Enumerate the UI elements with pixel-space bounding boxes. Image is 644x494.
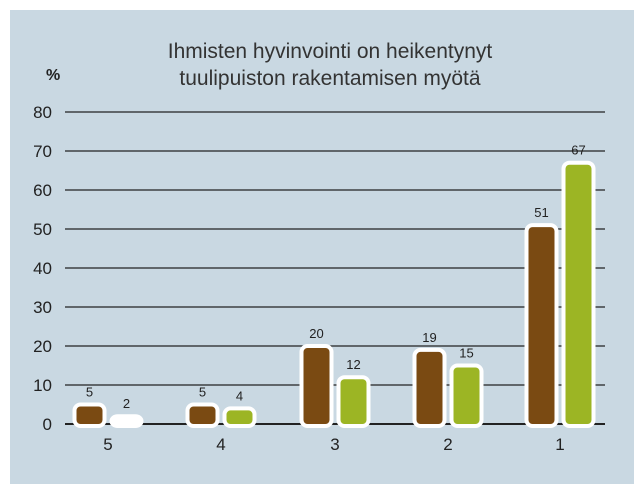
bar-cat-4-series-1 (185, 402, 220, 428)
bar-cat-5-series-2 (109, 414, 144, 429)
x-tick-label: 3 (330, 435, 339, 454)
y-tick-label: 50 (33, 220, 52, 239)
x-tick-label: 4 (216, 435, 225, 454)
data-label: 20 (309, 326, 323, 341)
y-tick-label: 80 (33, 103, 52, 122)
bar-cat-4-series-2 (222, 406, 257, 428)
bar-cat-1-series-1 (524, 223, 559, 428)
bar-cat-3-series-1 (299, 344, 334, 428)
bar-cat-2-series-1 (412, 347, 447, 428)
data-label: 67 (571, 143, 585, 158)
data-label: 5 (86, 385, 93, 400)
data-label: 12 (346, 357, 360, 372)
data-label: 5 (199, 385, 206, 400)
y-tick-label: 20 (33, 337, 52, 356)
y-tick-label: 30 (33, 298, 52, 317)
y-tick-label: 40 (33, 259, 52, 278)
x-tick-label: 2 (443, 435, 452, 454)
data-label: 2 (123, 396, 130, 411)
y-axis-label: % (46, 67, 60, 84)
data-label: 4 (236, 388, 243, 403)
y-tick-label: 0 (43, 415, 52, 434)
bar-cat-3-series-2 (336, 375, 371, 429)
bar-chart: Ihmisten hyvinvointi on heikentynyt tuul… (33, 40, 605, 454)
x-tick-label: 1 (555, 435, 564, 454)
y-tick-label: 10 (33, 376, 52, 395)
chart-panel: Ihmisten hyvinvointi on heikentynyt tuul… (10, 10, 634, 484)
y-tick-label: 60 (33, 181, 52, 200)
bar-cat-1-series-2 (561, 160, 596, 428)
chart-title-line-1: Ihmisten hyvinvointi on heikentynyt (168, 40, 493, 63)
y-tick-label: 70 (33, 142, 52, 161)
bar-cat-5-series-1 (72, 402, 107, 428)
data-label: 51 (534, 205, 548, 220)
x-tick-label: 5 (103, 435, 112, 454)
data-label: 15 (459, 346, 473, 361)
data-label: 19 (422, 330, 436, 345)
bar-cat-2-series-2 (449, 363, 484, 428)
chart-title-line-2: tuulipuiston rakentamisen myötä (179, 67, 480, 90)
